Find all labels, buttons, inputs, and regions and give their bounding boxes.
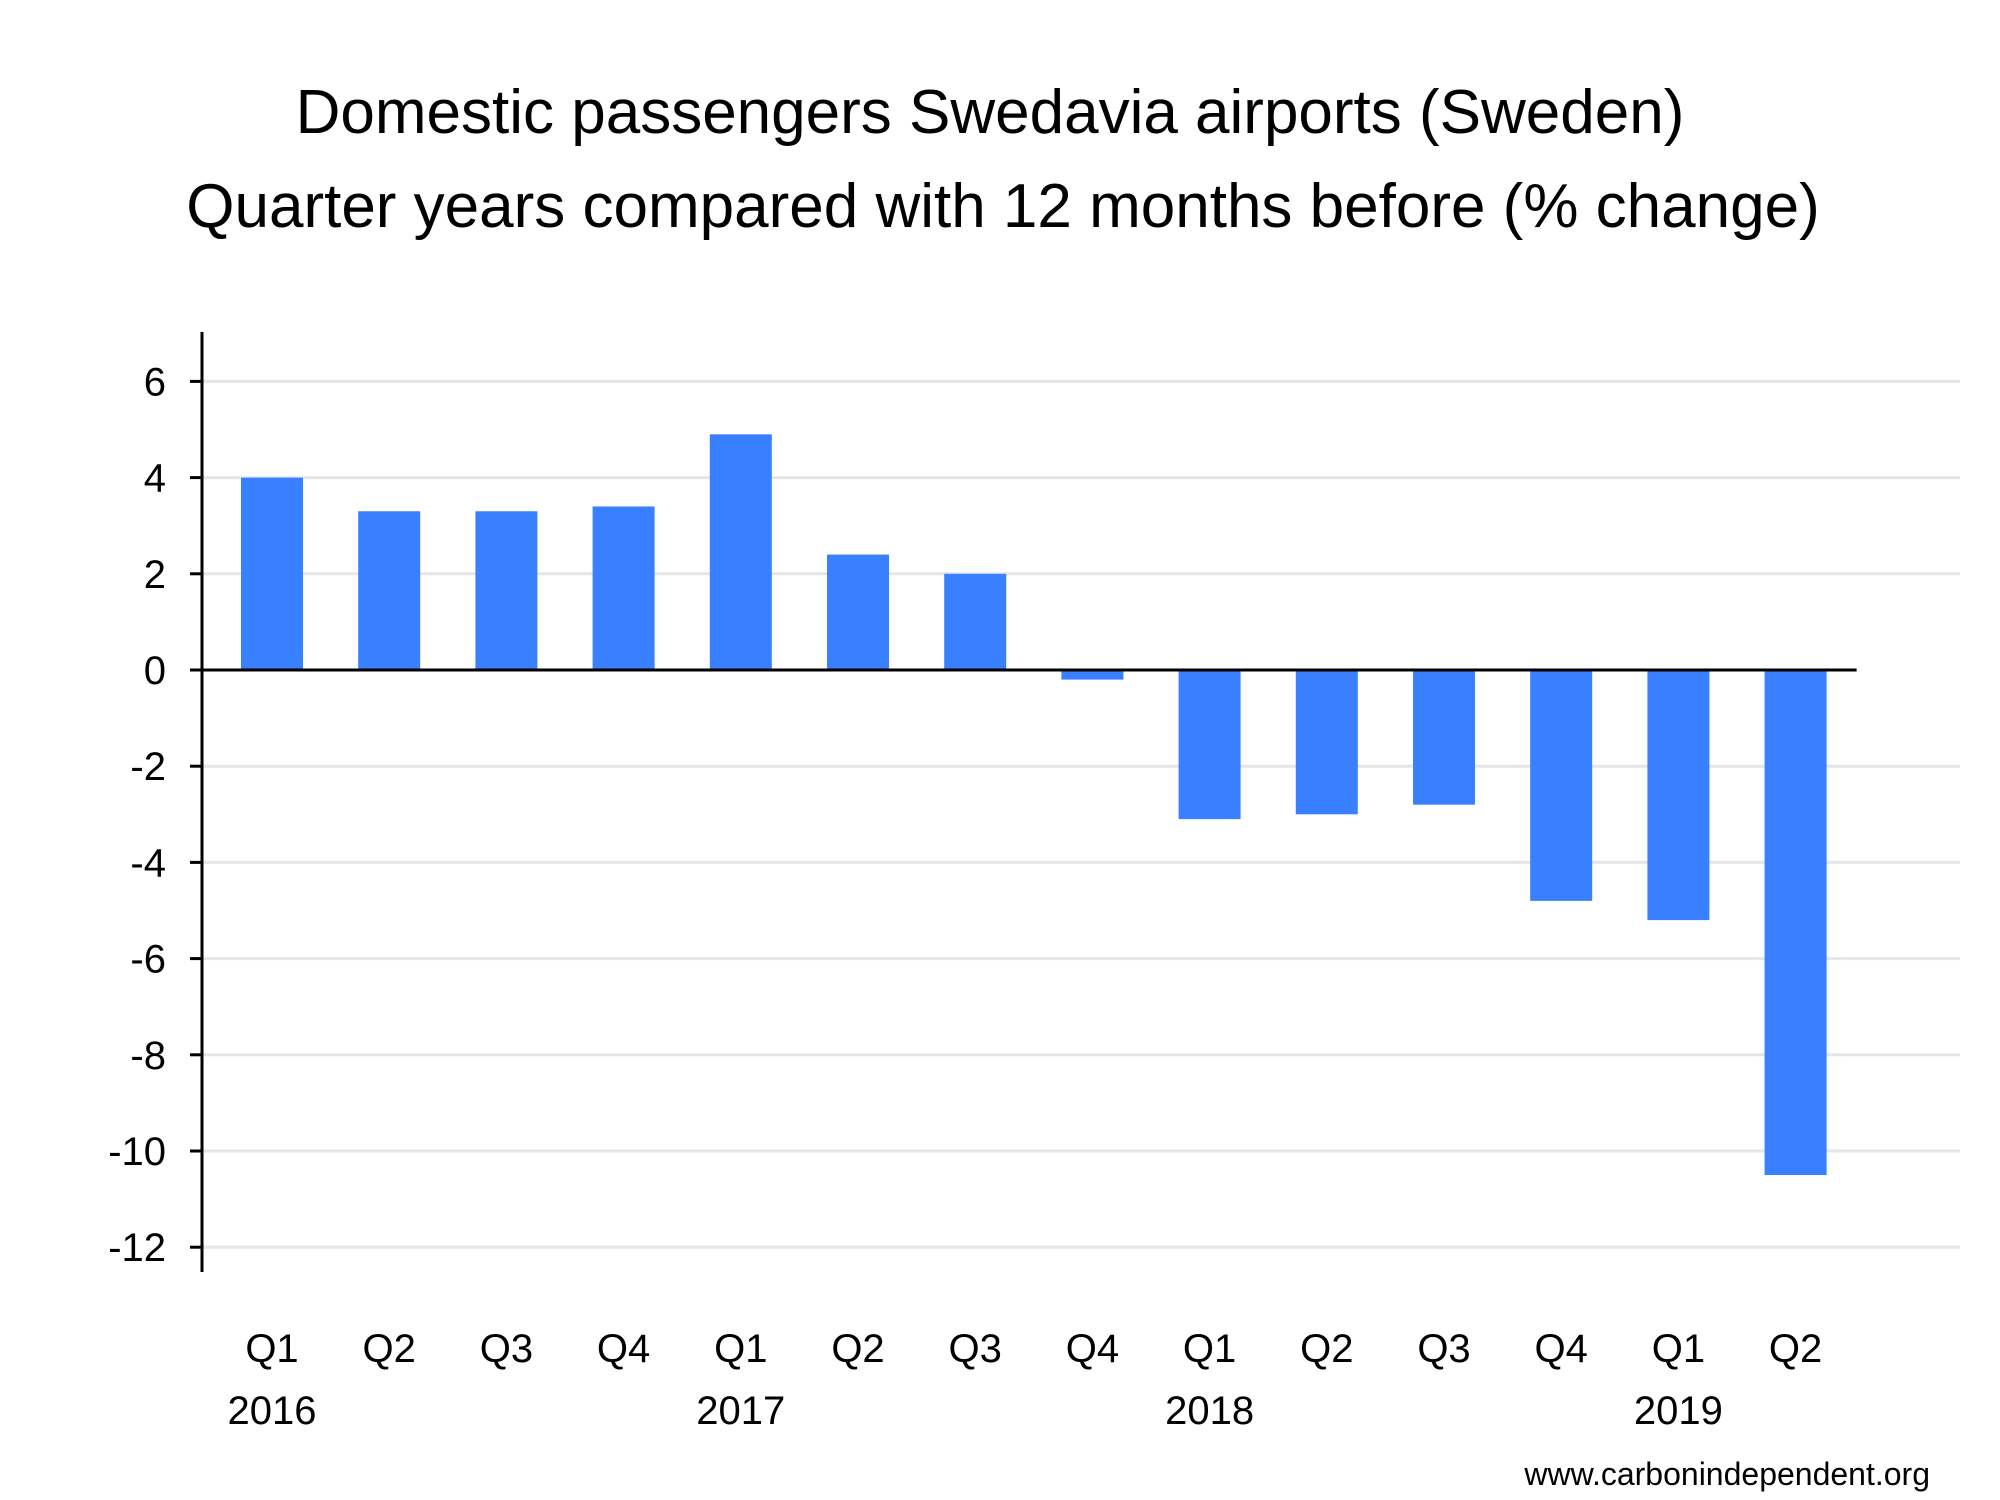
bar xyxy=(475,511,538,670)
y-tick-label: -4 xyxy=(130,841,166,885)
x-tick-label: Q3 xyxy=(1417,1327,1470,1371)
chart-subtitle: Quarter years compared with 12 months be… xyxy=(186,172,1820,241)
y-tick-label: -8 xyxy=(130,1034,166,1078)
bar xyxy=(1764,670,1827,1176)
year-label: 2017 xyxy=(696,1389,785,1433)
bar xyxy=(358,511,421,670)
y-tick-label: 2 xyxy=(144,553,166,597)
x-tick-label: Q3 xyxy=(480,1327,533,1371)
source-credit: www.carbonindependent.org xyxy=(1524,1456,1930,1492)
x-tick-label: Q4 xyxy=(597,1327,650,1371)
bars xyxy=(241,434,1827,1176)
x-tick-label: Q2 xyxy=(1300,1327,1353,1371)
bar xyxy=(1295,670,1358,815)
y-axis: 6 4 2 0 -2 -4 -6 -8 -10 -12 xyxy=(108,332,204,1272)
bar xyxy=(1178,670,1241,820)
bar xyxy=(592,506,655,670)
x-tick-label: Q1 xyxy=(1652,1327,1705,1371)
year-label: 2016 xyxy=(228,1389,317,1433)
bar xyxy=(1647,670,1710,921)
year-label: 2019 xyxy=(1634,1389,1723,1433)
y-tick-label: -6 xyxy=(130,938,166,982)
y-tick-label: -2 xyxy=(130,745,166,789)
bar xyxy=(944,573,1007,670)
y-tick-label: 0 xyxy=(144,649,166,693)
x-tick-label: Q2 xyxy=(831,1327,884,1371)
x-tick-label: Q1 xyxy=(245,1327,298,1371)
x-tick-label: Q1 xyxy=(714,1327,767,1371)
bar xyxy=(709,434,772,670)
bar xyxy=(827,554,889,670)
y-tick-label: -10 xyxy=(108,1130,166,1174)
chart-title: Domestic passengers Swedavia airports (S… xyxy=(295,78,1685,147)
bar xyxy=(1413,670,1475,805)
year-label: 2018 xyxy=(1165,1389,1254,1433)
x-tick-label: Q4 xyxy=(1535,1327,1588,1371)
bar xyxy=(241,477,303,670)
x-tick-label: Q3 xyxy=(949,1327,1002,1371)
x-tick-label: Q2 xyxy=(363,1327,416,1371)
x-axis: Q1 Q2 Q3 Q4 Q1 Q2 Q3 Q4 Q1 Q2 Q3 Q4 Q1 Q2 2016 2017 2018… xyxy=(202,668,1857,1433)
x-tick-label: Q1 xyxy=(1183,1327,1236,1371)
bar xyxy=(1530,670,1593,901)
y-tick-label: 6 xyxy=(144,360,166,404)
bar xyxy=(1061,670,1124,680)
x-tick-label: Q2 xyxy=(1769,1327,1822,1371)
y-tick-label: 4 xyxy=(144,457,166,501)
y-tick-label: -12 xyxy=(108,1226,166,1270)
x-tick-label: Q4 xyxy=(1066,1327,1119,1371)
